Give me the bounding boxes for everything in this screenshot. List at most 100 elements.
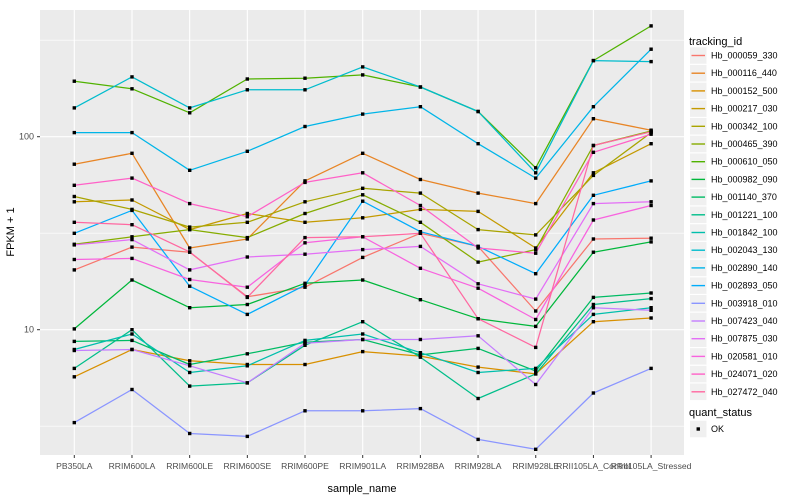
data-point bbox=[476, 209, 480, 214]
x-tick-label: RRIM928BA bbox=[396, 461, 444, 471]
legend-label: Hb_001140_370 bbox=[711, 192, 777, 202]
data-point bbox=[72, 130, 76, 135]
data-point bbox=[361, 73, 365, 77]
data-point bbox=[72, 420, 76, 425]
data-point bbox=[476, 191, 480, 195]
x-tick-label: RRIM600LA bbox=[109, 461, 156, 471]
data-point bbox=[534, 345, 538, 350]
data-point bbox=[418, 406, 423, 411]
legend-item: Hb_000059_330 bbox=[690, 47, 778, 64]
quant-status-legend-title: quant_status bbox=[689, 407, 752, 419]
legend-label: Hb_000465_390 bbox=[711, 139, 778, 149]
legend-label: Hb_007423_040 bbox=[711, 316, 778, 326]
data-point bbox=[303, 362, 307, 367]
data-point bbox=[130, 235, 134, 239]
y-tick-label: 10 bbox=[24, 325, 34, 335]
data-point bbox=[245, 215, 249, 219]
data-point bbox=[591, 173, 596, 178]
data-point bbox=[476, 282, 480, 286]
data-point bbox=[591, 391, 596, 395]
data-point bbox=[303, 180, 307, 185]
data-point bbox=[188, 284, 192, 288]
data-point bbox=[534, 247, 538, 252]
data-point bbox=[188, 225, 192, 229]
legend-label: Hb_000059_330 bbox=[711, 51, 778, 61]
data-point bbox=[130, 256, 134, 261]
data-point bbox=[245, 88, 249, 92]
data-point bbox=[534, 201, 538, 206]
legend-item: Hb_001140_370 bbox=[690, 188, 777, 206]
x-tick-label: RRIM600LE bbox=[166, 461, 213, 471]
data-point bbox=[649, 24, 653, 28]
data-point bbox=[649, 179, 653, 183]
data-point bbox=[72, 162, 76, 166]
data-point bbox=[591, 237, 596, 241]
data-point bbox=[303, 338, 307, 343]
data-point bbox=[188, 384, 192, 388]
data-point bbox=[130, 198, 134, 202]
data-point bbox=[245, 381, 249, 385]
legend-label: Hb_002043_130 bbox=[711, 245, 778, 255]
legend-item: Hb_001842_100 bbox=[690, 224, 778, 241]
legend-item: Hb_000610_050 bbox=[690, 153, 778, 170]
data-point bbox=[361, 247, 365, 252]
data-point bbox=[649, 142, 653, 146]
data-point bbox=[130, 332, 134, 336]
data-point bbox=[476, 246, 480, 250]
data-point bbox=[130, 130, 134, 135]
data-point bbox=[361, 320, 365, 324]
data-point bbox=[188, 168, 192, 172]
x-tick-label: RRIM928LA bbox=[455, 461, 502, 471]
legend-label: Hb_002893_050 bbox=[711, 281, 778, 291]
data-point bbox=[361, 409, 365, 413]
data-point bbox=[188, 359, 192, 363]
data-point bbox=[303, 220, 307, 224]
data-point bbox=[245, 255, 249, 259]
legend-label: Hb_003918_010 bbox=[711, 298, 778, 308]
x-tick-label: RRII105LA_Control bbox=[556, 461, 631, 471]
data-point bbox=[534, 369, 538, 373]
data-point bbox=[72, 194, 76, 199]
data-point bbox=[245, 285, 249, 289]
data-point bbox=[303, 235, 307, 240]
data-point bbox=[591, 320, 596, 324]
data-point bbox=[188, 431, 192, 436]
data-point bbox=[188, 306, 192, 310]
legend-item: Hb_020581_010 bbox=[690, 348, 778, 365]
legend-item: Hb_000465_390 bbox=[690, 135, 778, 153]
legend-label: Hb_007875_030 bbox=[711, 334, 778, 344]
legend-label: Hb_001221_100 bbox=[711, 210, 778, 220]
data-point bbox=[591, 218, 596, 222]
data-point bbox=[361, 65, 365, 69]
quant-legend-label: OK bbox=[711, 424, 724, 434]
data-point bbox=[418, 351, 423, 355]
tracking-id-legend-title: tracking_id bbox=[689, 36, 742, 48]
data-point bbox=[361, 278, 365, 282]
data-point bbox=[130, 347, 134, 352]
data-point bbox=[361, 186, 365, 190]
data-point bbox=[245, 211, 249, 216]
legend-label: Hb_000116_440 bbox=[711, 68, 777, 78]
legend-label: Hb_000610_050 bbox=[711, 157, 778, 167]
data-point bbox=[534, 171, 538, 175]
x-tick-label: RRIM901LA bbox=[339, 461, 386, 471]
data-point bbox=[72, 375, 76, 379]
data-point bbox=[245, 220, 249, 224]
legend-item: Hb_001221_100 bbox=[690, 206, 778, 224]
legend-item: Hb_027472_040 bbox=[690, 383, 778, 401]
data-point bbox=[534, 297, 538, 301]
data-point bbox=[130, 338, 134, 343]
data-point bbox=[476, 370, 480, 375]
data-point bbox=[303, 341, 307, 345]
legend-label: Hb_001842_100 bbox=[711, 228, 778, 238]
x-tick-label: RRIM928LE bbox=[512, 461, 559, 471]
legend-item: Hb_000982_090 bbox=[690, 171, 778, 188]
data-point bbox=[418, 298, 423, 302]
data-point bbox=[591, 105, 596, 109]
data-point bbox=[130, 387, 134, 392]
data-point bbox=[72, 243, 76, 247]
data-point bbox=[534, 324, 538, 329]
data-point bbox=[476, 109, 480, 114]
data-point bbox=[591, 312, 596, 317]
